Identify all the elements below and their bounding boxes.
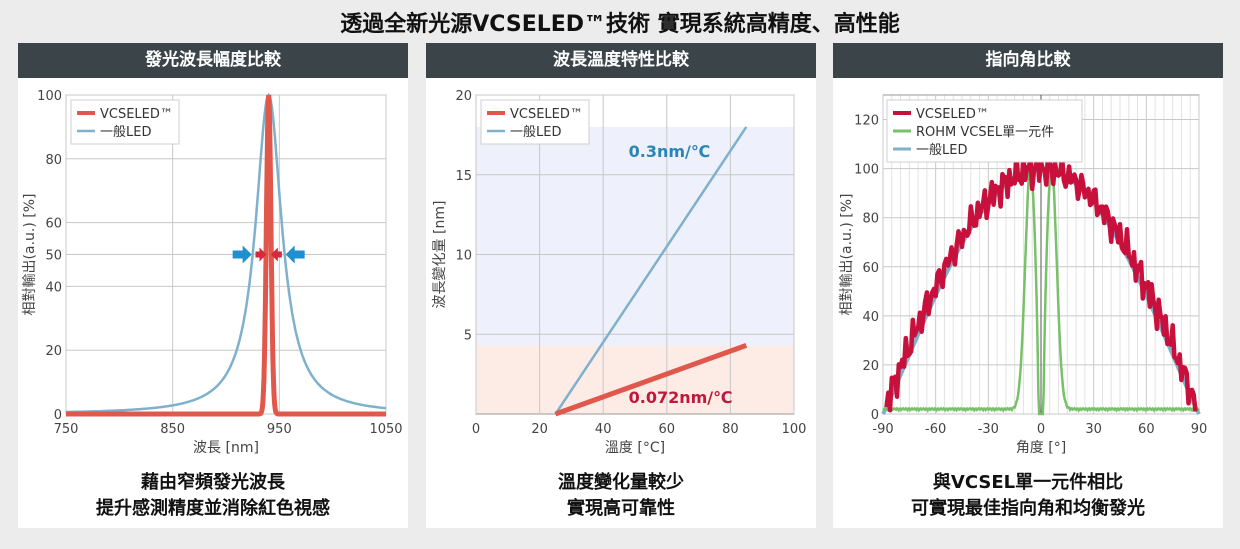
x-tick-label: -90: [872, 422, 893, 437]
y-tick-label: 50: [45, 249, 62, 264]
legend-label: VCSELED™: [916, 107, 989, 122]
y-tick-label: 80: [45, 153, 62, 168]
series-line-general-led: [66, 92, 387, 414]
series-line-vcseled: [66, 94, 386, 417]
y-tick-label: 15: [455, 169, 472, 184]
y-tick-label: 120: [854, 114, 879, 129]
y-tick-label: 20: [862, 359, 879, 374]
x-tick-label: 100: [782, 422, 807, 437]
main-title: 透過全新光源VCSELED™技術 實現系統高精度、高性能: [340, 12, 900, 37]
legend-box: [70, 99, 180, 145]
legend-box: [886, 99, 1083, 163]
x-tick-label: 750: [54, 422, 79, 437]
x-tick-label: -60: [925, 422, 946, 437]
y-tick-label: 60: [862, 261, 879, 276]
y-axis-label: 波長變化量 [nm]: [432, 201, 448, 309]
panel-wavelength-width: 發光波長幅度比較 750 850 950 1050 0 20 40 50 60 80 100 波長 […: [18, 43, 408, 528]
panel-temperature: 波長溫度特性比較 0 20 40 60 80 100 5 10 15 20 溫度 [°C] 波長變化量…: [426, 43, 816, 528]
panel-header: 指向角比較: [833, 43, 1223, 78]
arrow-general-right: [285, 245, 305, 264]
legend-label: 一般LED: [100, 124, 151, 140]
x-tick-label: 1050: [369, 422, 402, 437]
x-tick-label: 30: [1085, 422, 1102, 437]
x-axis-label: 波長 [nm]: [193, 440, 259, 456]
x-tick-label: 40: [595, 422, 612, 437]
y-tick-label: 40: [45, 280, 62, 295]
chart-temperature: 0 20 40 60 80 100 5 10 15 20 溫度 [°C] 波長變化量 [nm] 0.3n…: [432, 89, 807, 456]
arrow-vcseled-left: [255, 247, 267, 262]
legend-label: ROHM VCSEL單一元件: [916, 125, 1054, 140]
x-tick-label: 90: [1191, 422, 1208, 437]
panel-beam-angle: 指向角比較 -90 -60 -30 0 30 60 90 0 20 40 60 80 100 120 角度 …: [833, 43, 1223, 528]
arrow-general-left: [232, 245, 252, 264]
annotation-vcseled: 0.072nm/℃: [629, 388, 733, 407]
y-tick-label: 0: [871, 408, 879, 423]
y-tick-label: 0: [54, 408, 62, 423]
x-tick-label: 950: [267, 422, 292, 437]
y-axis-label: 相對輸出(a.u.) [%]: [839, 194, 855, 316]
band-vcseled: [476, 345, 794, 414]
chart-wavelength-width: 750 850 950 1050 0 20 40 50 60 80 100 波長 [nm] 相對輸出(a…: [22, 89, 403, 456]
x-axis-label: 角度 [°]: [1016, 440, 1066, 456]
band-general-led: [476, 126, 794, 346]
legend-label: 一般LED: [510, 124, 561, 140]
series-line-general-led: [554, 126, 748, 415]
x-tick-label: 20: [531, 422, 548, 437]
y-tick-label: 40: [862, 310, 879, 325]
x-tick-label: 80: [722, 422, 739, 437]
panel-header: 發光波長幅度比較: [18, 43, 408, 78]
caption-line-2: 實現高可靠性: [567, 498, 675, 519]
x-axis-label: 溫度 [°C]: [605, 440, 665, 456]
panel-header: 波長溫度特性比較: [426, 43, 816, 78]
caption-line-2: 可實現最佳指向角和均衡發光: [911, 498, 1145, 519]
y-tick-label: 20: [45, 344, 62, 359]
x-tick-label: 60: [659, 422, 676, 437]
annotation-general-led: 0.3nm/℃: [629, 142, 711, 161]
y-tick-label: 100: [854, 163, 879, 178]
legend-box: [480, 99, 590, 145]
legend-label: VCSELED™: [100, 107, 173, 122]
x-tick-label: 850: [160, 422, 185, 437]
caption-line-1: 溫度變化量較少: [558, 472, 684, 493]
series-line-rohm-vcsel: [882, 165, 1200, 416]
series-line-vcseled: [554, 343, 748, 417]
x-tick-label: 60: [1138, 422, 1155, 437]
legend-label: 一般LED: [916, 142, 967, 158]
arrow-vcseled-right: [270, 247, 282, 262]
x-tick-label: 0: [472, 422, 480, 437]
x-tick-label: 0: [1037, 422, 1045, 437]
y-tick-label: 5: [464, 328, 472, 343]
legend-label: VCSELED™: [510, 107, 583, 122]
x-tick-label: -30: [978, 422, 999, 437]
y-axis-label: 相對輸出(a.u.) [%]: [22, 194, 38, 316]
y-tick-label: 60: [45, 217, 62, 232]
y-tick-label: 100: [37, 89, 62, 104]
caption-line-1: 藉由窄頻發光波長: [141, 472, 285, 493]
caption-line-2: 提升感測精度並消除紅色視感: [96, 498, 330, 519]
y-tick-label: 10: [455, 249, 472, 264]
caption-line-1: 與VCSEL單一元件相比: [932, 472, 1124, 493]
chart-beam-angle: -90 -60 -30 0 30 60 90 0 20 40 60 80 100 120 角度 [°] 相對輸…: [839, 94, 1208, 456]
y-tick-label: 80: [862, 212, 879, 227]
y-tick-label: 20: [455, 89, 472, 104]
